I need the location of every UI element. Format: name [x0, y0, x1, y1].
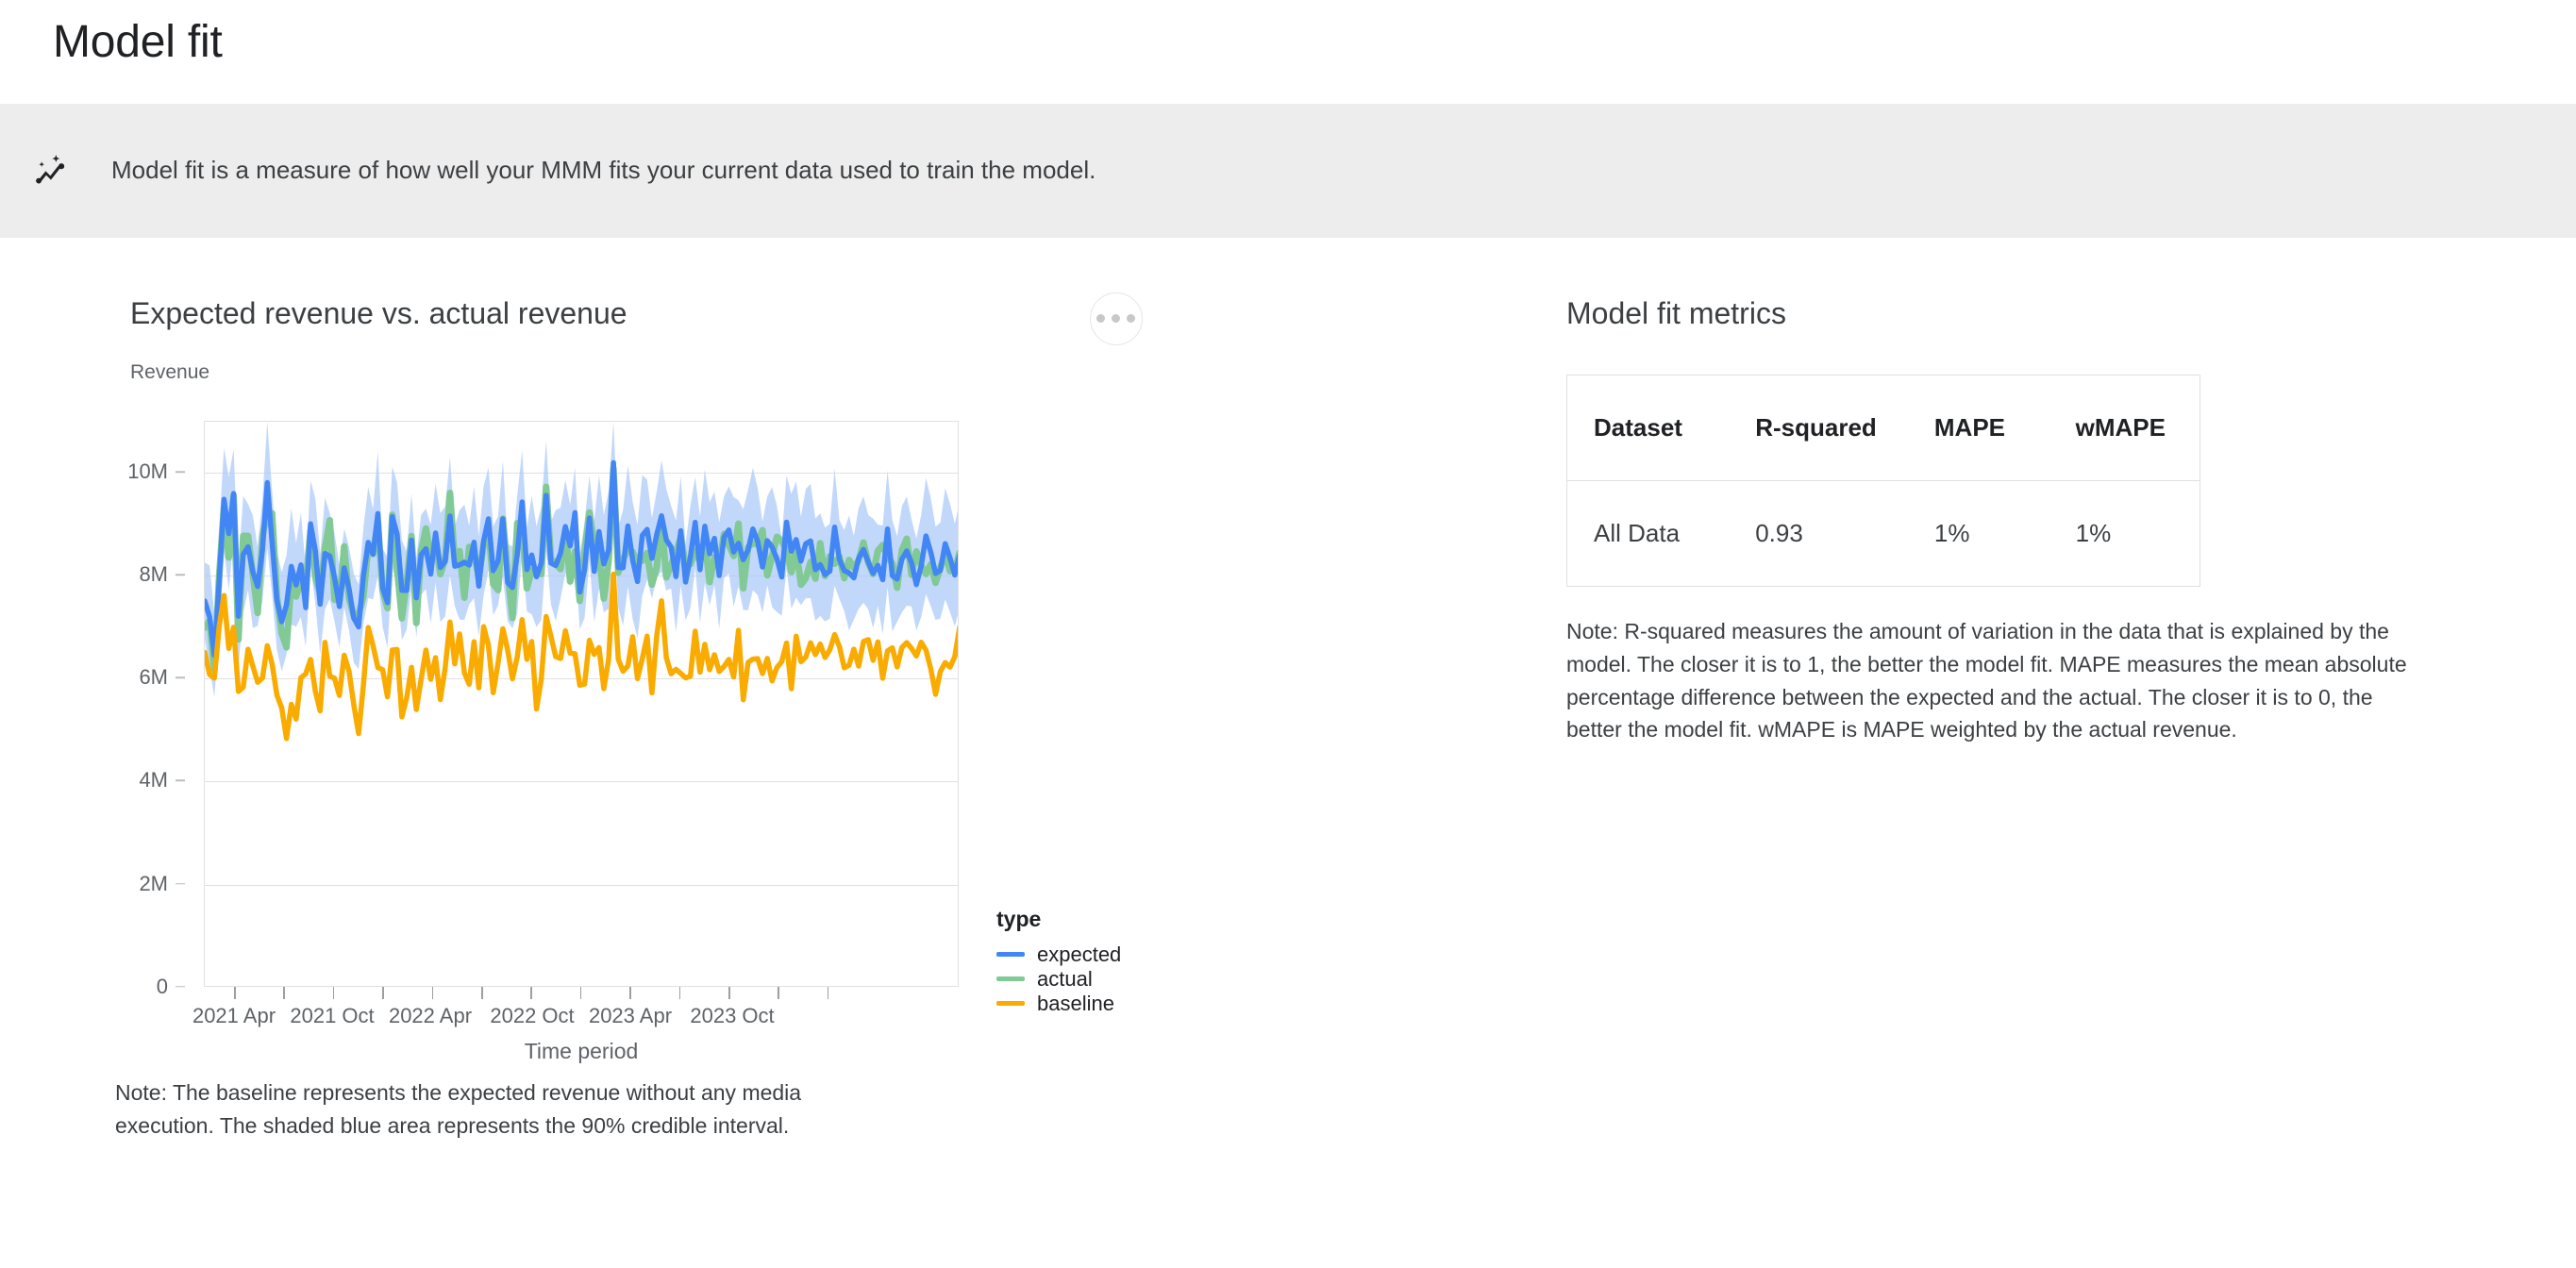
- x-tick-mark: [481, 986, 483, 999]
- metrics-note: Note: R-squared measures the amount of v…: [1566, 618, 2407, 742]
- page-title: Model fit: [53, 17, 223, 67]
- x-tick-label: 2021 Oct: [290, 1003, 375, 1027]
- kebab-dot-3: [1127, 314, 1136, 324]
- metrics-title: Model fit metrics: [1566, 295, 1786, 330]
- y-tick-label: 10M: [127, 459, 168, 484]
- x-tick-label: 2022 Apr: [388, 1003, 473, 1027]
- metrics-card: Model fit metrics Dataset R-squared MAPE…: [1566, 296, 2576, 747]
- y-axis: 0 2M 4M 6M 8M 10M: [0, 421, 185, 998]
- cell-mape: 1%: [1933, 479, 2076, 587]
- cell-wmape: 1%: [2075, 479, 2200, 587]
- column-header-dataset: Dataset: [1566, 374, 1756, 481]
- column-header-mape: MAPE: [1933, 374, 2076, 481]
- plot-area: [204, 420, 959, 987]
- legend-label: baseline: [1037, 991, 1114, 1015]
- y-tick-mark: [176, 985, 185, 988]
- x-tick-mark: [382, 986, 384, 999]
- chart-plot: 0 2M 4M 6M 8M 10M 2021 Apr 2021 Oct 2022 Apr 202…: [0, 405, 1566, 1063]
- x-tick-mark: [728, 986, 730, 999]
- x-tick-mark: [332, 986, 335, 999]
- chart-svg: [205, 421, 959, 987]
- gridline: [205, 884, 958, 886]
- main-content: Expected revenue vs. actual revenue Reve…: [0, 238, 2576, 1143]
- kebab-dot-2: [1112, 314, 1121, 324]
- x-tick-mark: [431, 986, 434, 999]
- table-header-row: Dataset R-squared MAPE wMAPE: [1566, 374, 2200, 481]
- banner-text: Model fit is a measure of how well your …: [111, 156, 1096, 185]
- column-header-wmape: wMAPE: [2075, 374, 2200, 481]
- x-axis-title: Time period: [524, 1038, 639, 1063]
- x-tick-mark: [530, 986, 532, 999]
- x-tick-mark: [827, 986, 829, 999]
- chart-note: Note: The baseline represents the expect…: [115, 1079, 802, 1138]
- cell-r-squared: 0.93: [1755, 479, 1934, 587]
- chart-header: Expected revenue vs. actual revenue: [0, 292, 1566, 345]
- gridline: [205, 781, 958, 783]
- metrics-table: Dataset R-squared MAPE wMAPE All Data 0.…: [1566, 374, 2200, 587]
- x-tick-label: 2023 Apr: [588, 1003, 673, 1027]
- chart-subtitle: Revenue: [130, 360, 210, 383]
- y-tick-mark: [176, 779, 185, 782]
- legend-item-actual[interactable]: actual: [996, 967, 1121, 992]
- x-tick-mark: [629, 986, 631, 999]
- x-tick-mark: [234, 986, 236, 999]
- series-line-baseline: [205, 574, 959, 738]
- more-options-button[interactable]: [1089, 292, 1143, 345]
- y-tick-label: 6M: [139, 665, 168, 690]
- y-tick-mark: [176, 676, 185, 679]
- legend-swatch-baseline: [996, 1001, 1025, 1007]
- y-tick-mark: [176, 574, 185, 576]
- kebab-dot-1: [1096, 314, 1106, 324]
- info-banner: Model fit is a measure of how well your …: [0, 103, 2576, 238]
- column-header-r-squared: R-squared: [1755, 374, 1934, 481]
- series-line-expected: [205, 462, 959, 655]
- legend-swatch-expected: [996, 952, 1025, 958]
- cell-dataset: All Data: [1566, 479, 1756, 587]
- x-tick-label: 2021 Apr: [192, 1003, 276, 1027]
- legend-item-baseline[interactable]: baseline: [996, 992, 1121, 1016]
- x-tick-label: 2023 Oct: [690, 1003, 775, 1027]
- chart-legend: type expected actual baseline: [996, 907, 1121, 1016]
- x-axis: 2021 Apr 2021 Oct 2022 Apr 2022 Oct 2023 Apr…: [192, 986, 959, 1053]
- table-row: All Data 0.93 1% 1%: [1566, 479, 2200, 587]
- y-tick-label: 8M: [139, 562, 168, 587]
- query-stats-icon: [28, 149, 72, 192]
- chart-card: Expected revenue vs. actual revenue Reve…: [0, 292, 1566, 1143]
- x-tick-mark: [283, 986, 285, 999]
- legend-swatch-actual: [996, 976, 1025, 982]
- legend-title: type: [996, 906, 1042, 931]
- x-tick-label: 2022 Oct: [490, 1003, 575, 1027]
- gridline: [205, 473, 958, 475]
- legend-label: actual: [1037, 966, 1093, 991]
- x-tick-mark: [778, 986, 779, 999]
- x-tick-mark: [678, 986, 681, 999]
- y-tick-mark: [176, 471, 185, 473]
- legend-item-expected[interactable]: expected: [996, 943, 1121, 967]
- y-tick-mark: [176, 882, 185, 885]
- legend-label: expected: [1037, 942, 1122, 966]
- x-tick-mark: [579, 986, 582, 999]
- y-tick-label: 0: [156, 974, 168, 998]
- y-tick-label: 4M: [139, 768, 168, 792]
- y-tick-label: 2M: [139, 871, 168, 895]
- chart-title: Expected revenue vs. actual revenue: [130, 295, 627, 330]
